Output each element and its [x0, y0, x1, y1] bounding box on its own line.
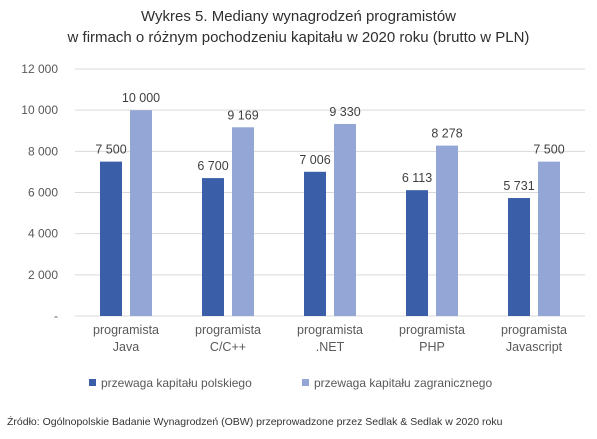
bar-polish: [100, 161, 122, 316]
x-tick-label: programista: [93, 323, 159, 337]
x-tick-label: programista: [297, 323, 363, 337]
data-label: 8 278: [431, 127, 462, 141]
bar-polish: [406, 190, 428, 316]
chart-title: Wykres 5. Mediany wynagrodzeń programist…: [141, 8, 456, 25]
data-label: 7 006: [299, 153, 330, 167]
y-tick-label: 10 000: [21, 103, 58, 117]
y-tick-label: -: [54, 309, 58, 323]
x-tick-label: programista: [195, 323, 261, 337]
data-label: 9 169: [227, 108, 258, 122]
x-tick-label: programista: [399, 323, 465, 337]
data-label: 9 330: [329, 105, 360, 119]
data-label: 7 500: [533, 143, 564, 157]
chart-subtitle: w firmach o różnym pochodzeniu kapitału …: [67, 29, 530, 46]
y-tick-label: 2 000: [28, 268, 58, 282]
bar-foreign: [334, 123, 356, 317]
x-tick-label: C/C++: [210, 340, 246, 354]
x-tick-label: PHP: [419, 340, 445, 354]
y-tick-label: 4 000: [28, 227, 58, 241]
y-tick-label: 8 000: [28, 144, 58, 158]
x-tick-label: programista: [501, 323, 567, 337]
data-label: 6 113: [402, 171, 432, 185]
source-note: Źródło: Ogólnopolskie Badanie Wynagrodze…: [7, 416, 503, 428]
data-label: 6 700: [197, 159, 228, 173]
bar-foreign: [130, 110, 152, 317]
bar-foreign: [232, 127, 254, 316]
x-tick-label: .NET: [316, 340, 345, 354]
x-tick-label: Java: [113, 340, 139, 354]
data-label: 5 731: [503, 179, 534, 193]
legend-swatch: [302, 379, 309, 386]
y-tick-label: 6 000: [28, 186, 58, 200]
data-label: 7 500: [95, 143, 126, 157]
bar-polish: [202, 178, 224, 316]
legend-swatch: [89, 379, 96, 386]
legend-label: przewaga kapitału polskiego: [101, 376, 252, 390]
x-tick-label: Javascript: [506, 340, 563, 354]
bar-foreign: [436, 145, 458, 316]
data-label: 10 000: [122, 91, 160, 105]
bar-foreign: [538, 161, 560, 316]
y-tick-label: 12 000: [21, 62, 58, 76]
legend-label: przewaga kapitału zagranicznego: [314, 376, 492, 390]
bar-polish: [304, 171, 326, 316]
bar-polish: [508, 198, 530, 316]
